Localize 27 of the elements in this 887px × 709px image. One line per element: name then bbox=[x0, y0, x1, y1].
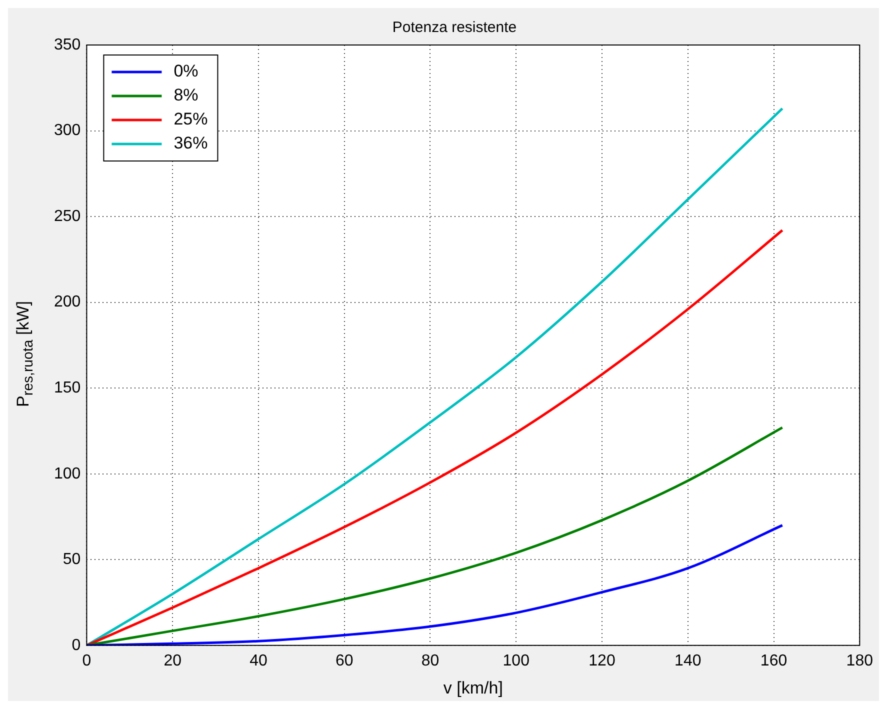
x-tick-label: 120 bbox=[588, 652, 616, 670]
legend-label: 0% bbox=[174, 62, 198, 81]
x-tick-label: 100 bbox=[502, 652, 530, 670]
x-tick-label: 80 bbox=[421, 652, 440, 670]
line-series bbox=[86, 426, 784, 646]
x-axis-title: v [km/h] bbox=[443, 678, 503, 698]
legend-label: 36% bbox=[174, 134, 208, 153]
chart-title: Potenza resistente bbox=[392, 19, 517, 36]
y-tick-label: 300 bbox=[54, 122, 81, 140]
line-series bbox=[86, 107, 784, 646]
y-tick-label: 0 bbox=[72, 636, 81, 654]
y-tick-label: 200 bbox=[54, 294, 81, 311]
x-tick-label: 160 bbox=[760, 652, 788, 670]
legend-label: 25% bbox=[174, 110, 208, 129]
y-tick-label: 50 bbox=[62, 551, 81, 568]
y-tick-label: 100 bbox=[54, 465, 81, 482]
line-series bbox=[86, 524, 784, 646]
x-tick-label: 20 bbox=[164, 652, 182, 670]
x-tick-label: 140 bbox=[674, 652, 702, 670]
x-tick-label: 40 bbox=[250, 652, 268, 670]
legend-label: 8% bbox=[174, 86, 198, 105]
y-tick-label: 150 bbox=[54, 379, 81, 396]
x-tick-label: 180 bbox=[846, 652, 874, 670]
x-tick-label: 60 bbox=[335, 652, 354, 670]
line-series bbox=[86, 229, 784, 646]
y-tick-label: 250 bbox=[54, 208, 81, 225]
y-tick-label: 350 bbox=[54, 36, 81, 54]
